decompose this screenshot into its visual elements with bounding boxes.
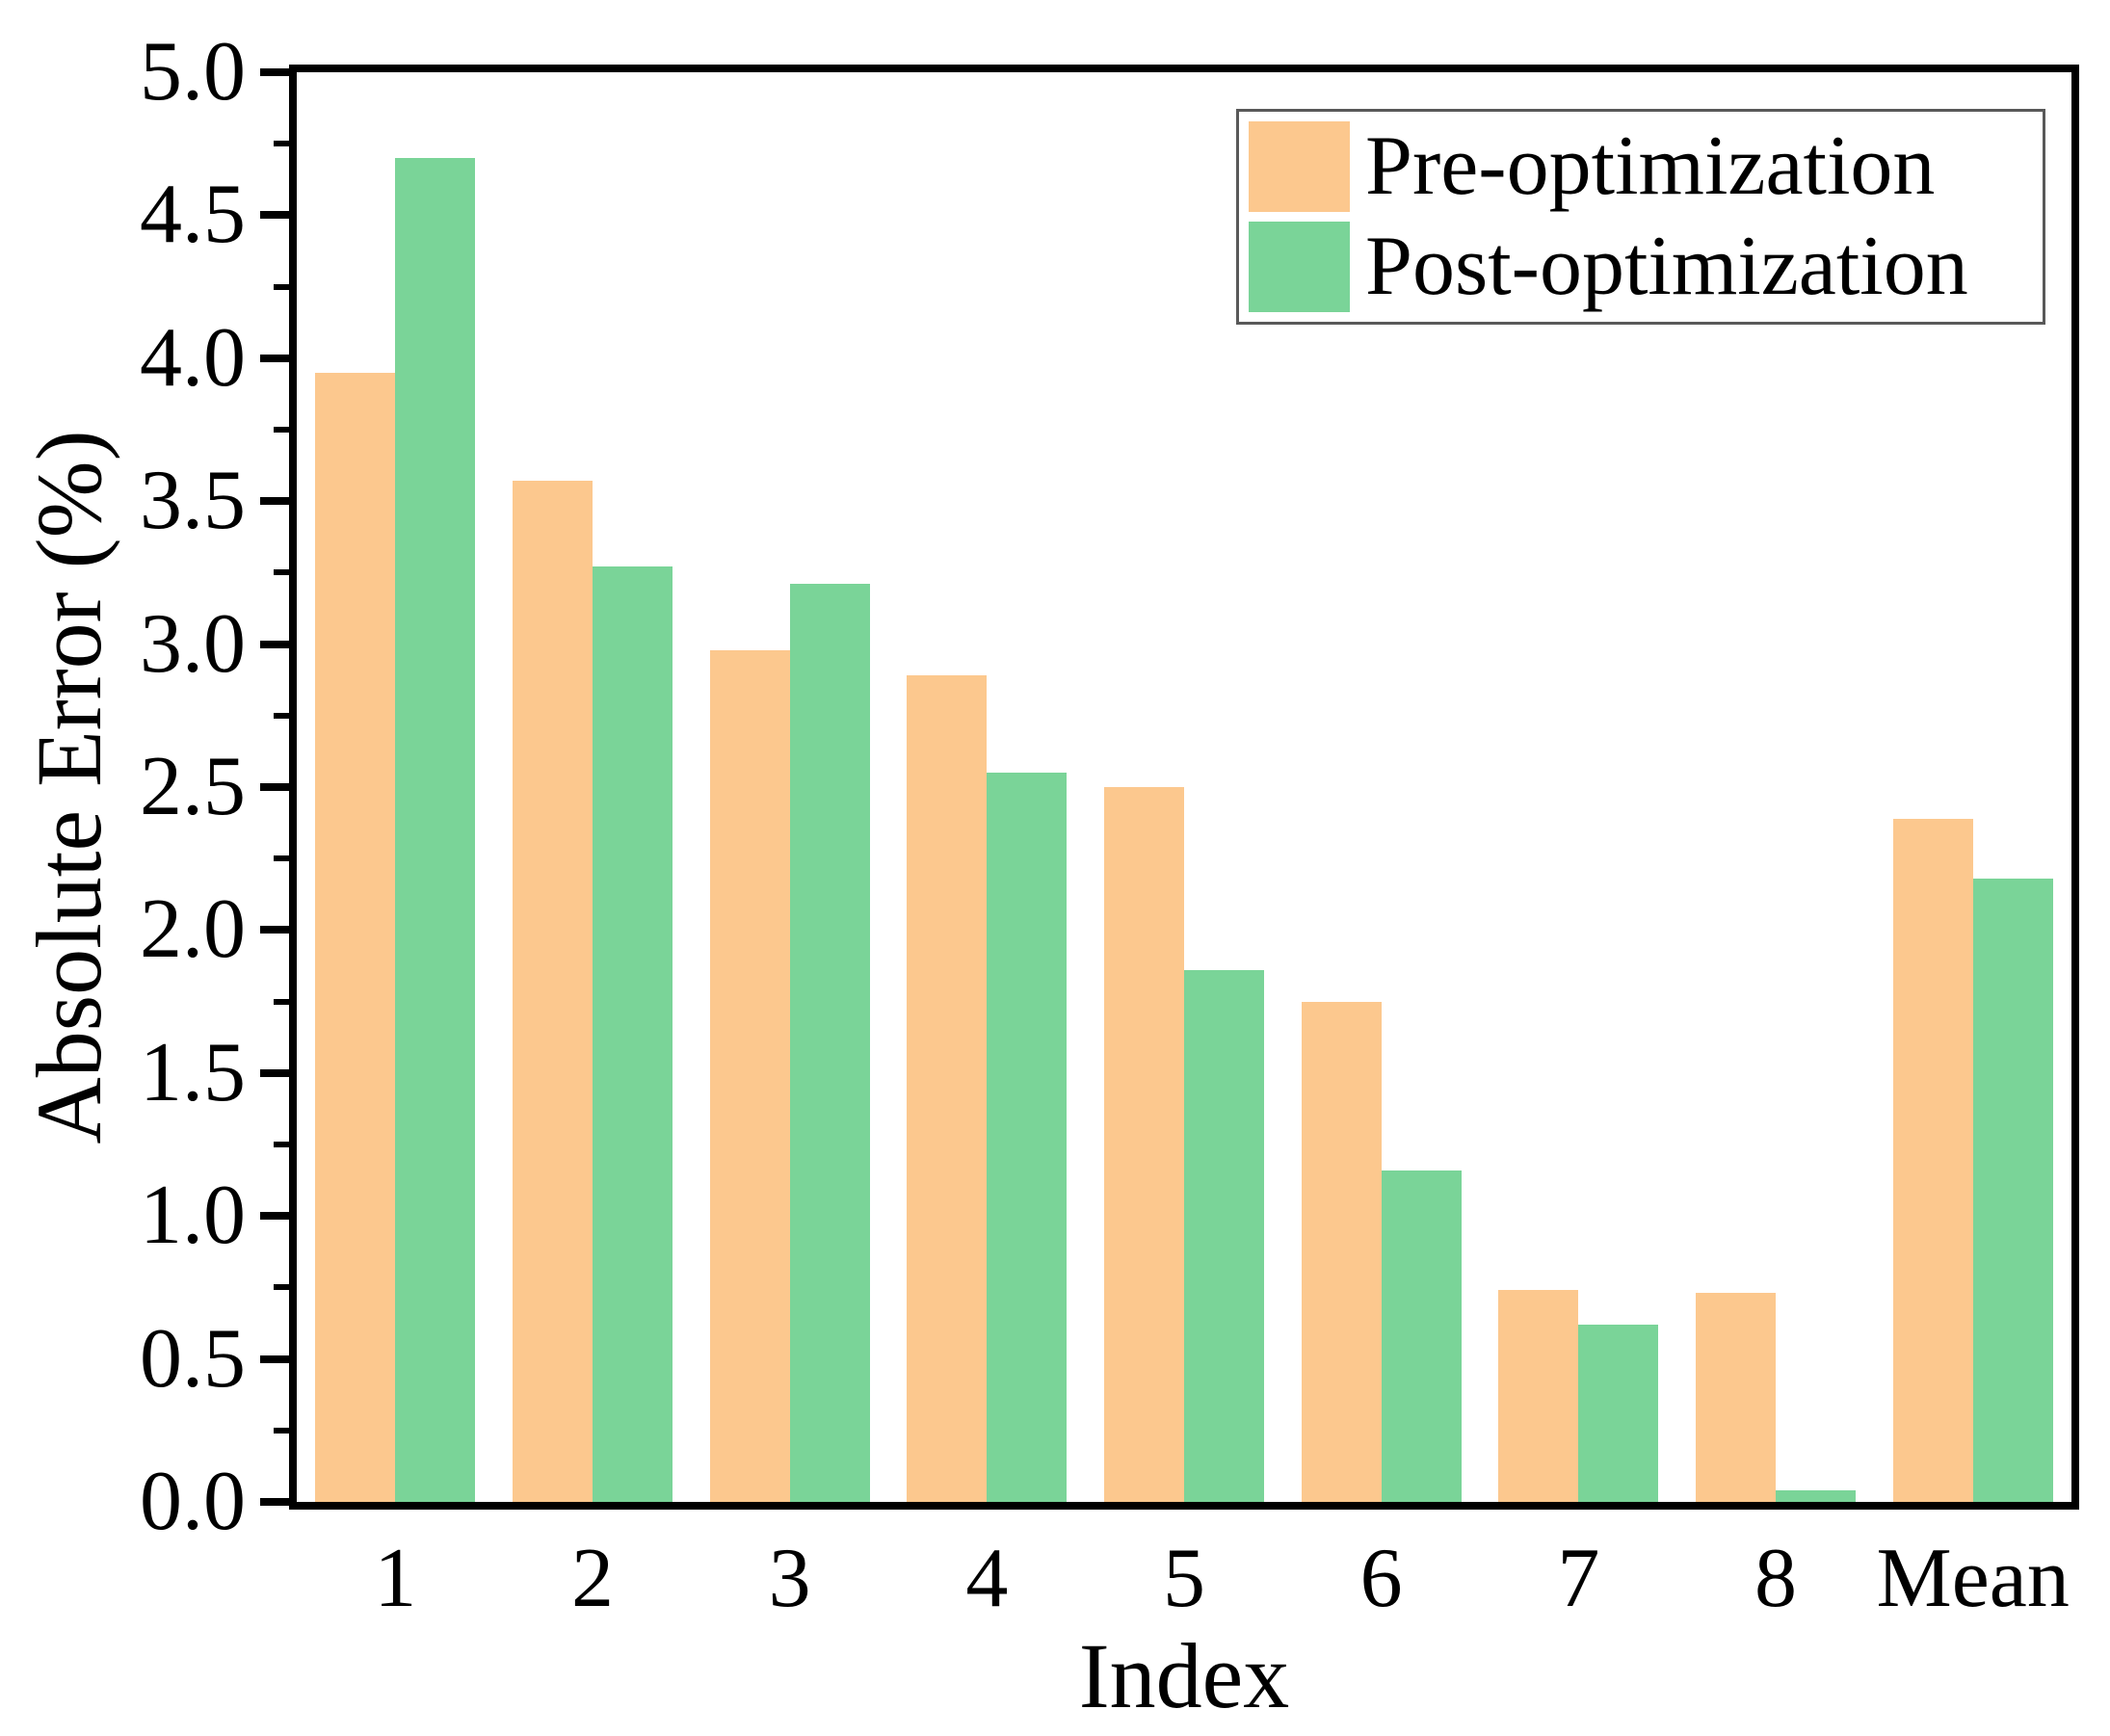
- y-major-tick: [260, 211, 289, 220]
- legend-item-post-optimization: Post-optimization: [1249, 222, 2043, 312]
- y-major-tick: [260, 497, 289, 506]
- y-tick-label: 1.5: [140, 1025, 246, 1119]
- legend-label-post-optimization: Post-optimization: [1365, 220, 1968, 313]
- legend-label-pre-optimization: Pre-optimization: [1365, 119, 1936, 213]
- y-minor-tick: [274, 427, 289, 433]
- y-major-tick: [260, 354, 289, 362]
- y-major-tick: [260, 1355, 289, 1363]
- legend: Pre-optimization Post-optimization: [1236, 109, 2045, 325]
- x-axis-title: Index: [1078, 1624, 1290, 1727]
- x-tick-label-7: 7: [1557, 1532, 1600, 1625]
- y-major-tick: [260, 1498, 289, 1506]
- x-tick-label-6: 6: [1359, 1532, 1403, 1625]
- y-minor-tick: [274, 855, 289, 862]
- x-tick-label-2: 2: [571, 1532, 614, 1625]
- bar-post-4: [987, 773, 1068, 1502]
- bar-pre-mean: [1892, 818, 1973, 1502]
- y-major-tick: [260, 640, 289, 648]
- x-tick-label-1: 1: [374, 1532, 417, 1625]
- y-tick-label: 1.0: [140, 1169, 246, 1263]
- y-major-tick: [260, 1068, 289, 1077]
- y-tick-label: 3.0: [140, 596, 246, 691]
- y-minor-tick: [274, 1427, 289, 1434]
- bar-post-1: [395, 158, 476, 1502]
- legend-swatch-post-optimization-icon: [1249, 222, 1350, 312]
- bar-post-mean: [1972, 878, 2053, 1502]
- y-major-tick: [260, 1212, 289, 1221]
- legend-item-pre-optimization: Pre-optimization: [1249, 121, 2043, 212]
- y-minor-tick: [274, 141, 289, 147]
- bar-pre-2: [513, 481, 593, 1502]
- y-major-tick: [260, 783, 289, 791]
- y-minor-tick: [274, 1142, 289, 1147]
- bar-pre-5: [1104, 787, 1184, 1502]
- y-tick-label: 4.0: [140, 310, 246, 405]
- x-tick-label-5: 5: [1163, 1532, 1205, 1625]
- bar-post-7: [1578, 1324, 1659, 1502]
- bar-pre-6: [1301, 1001, 1382, 1502]
- y-minor-tick: [274, 998, 289, 1005]
- x-tick-label-3: 3: [768, 1532, 811, 1625]
- bar-post-5: [1184, 969, 1264, 1502]
- y-tick-label: 0.0: [140, 1455, 246, 1548]
- bar-post-2: [593, 566, 673, 1502]
- x-tick-label-mean: Mean: [1876, 1532, 2070, 1625]
- y-minor-tick: [274, 283, 289, 290]
- bar-post-8: [1776, 1490, 1856, 1502]
- y-major-tick: [260, 926, 289, 934]
- y-tick-label: 3.5: [140, 454, 246, 548]
- bar-pre-1: [315, 372, 396, 1502]
- y-minor-tick: [274, 712, 289, 719]
- bar-post-3: [789, 584, 870, 1502]
- y-minor-tick: [274, 569, 289, 576]
- bar-pre-8: [1696, 1293, 1776, 1502]
- y-minor-tick: [274, 1284, 289, 1291]
- y-tick-label: 5.0: [140, 25, 246, 118]
- legend-swatch-pre-optimization-icon: [1249, 121, 1350, 212]
- bar-post-6: [1381, 1170, 1462, 1502]
- bar-pre-3: [709, 649, 790, 1502]
- bar-pre-7: [1498, 1290, 1579, 1502]
- x-tick-label-4: 4: [965, 1532, 1009, 1625]
- y-major-tick: [260, 68, 289, 76]
- y-axis-title: Absolute Error (%): [17, 430, 120, 1144]
- bar-pre-4: [907, 675, 988, 1502]
- y-tick-label: 2.5: [140, 740, 246, 833]
- y-tick-label: 4.5: [140, 168, 246, 262]
- y-tick-label: 0.5: [140, 1311, 246, 1406]
- x-tick-label-8: 8: [1754, 1532, 1797, 1625]
- y-tick-label: 2.0: [140, 882, 246, 977]
